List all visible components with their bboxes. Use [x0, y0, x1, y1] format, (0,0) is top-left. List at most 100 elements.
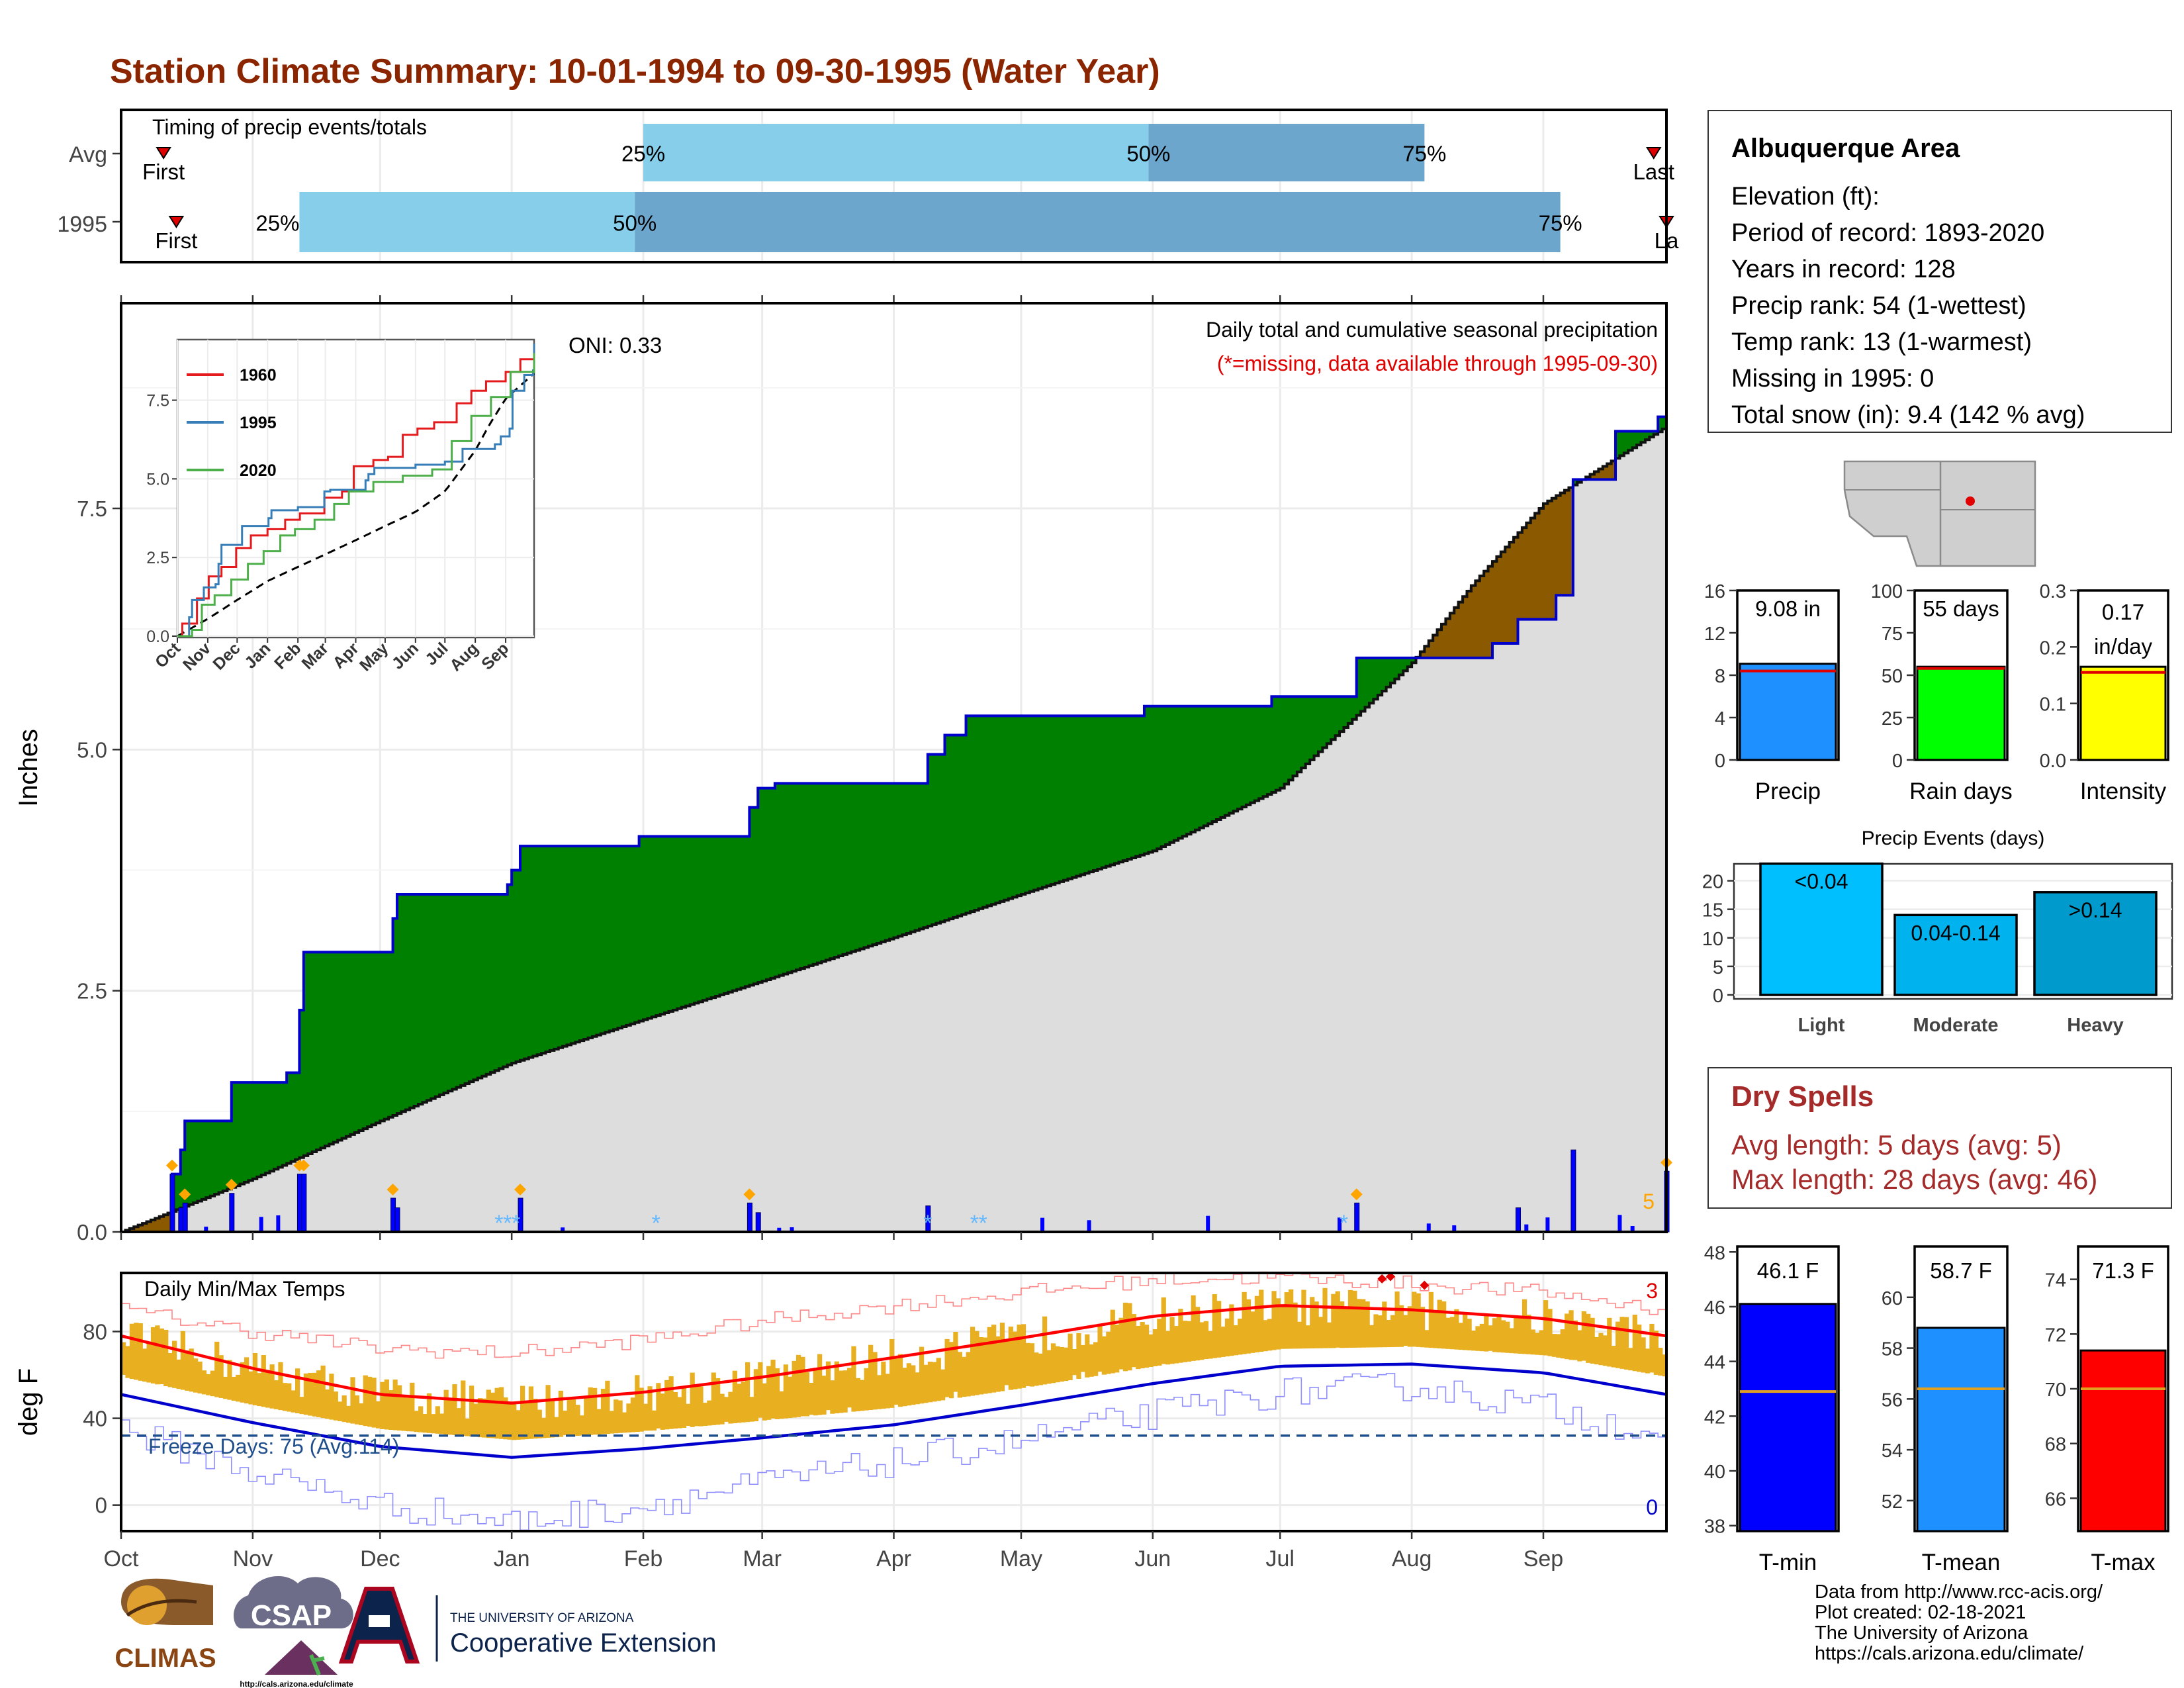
surplus-fill [359, 952, 364, 1131]
daily-temp-bar [1071, 1348, 1077, 1376]
x-axis-month-label: Jun [1134, 1546, 1171, 1571]
surplus-fill [1619, 431, 1625, 456]
surplus-fill [1572, 479, 1578, 485]
surplus-fill [371, 952, 377, 1125]
summary-y-tick-label: 100 [1871, 581, 1903, 602]
daily-temp-bar [1314, 1301, 1319, 1348]
surplus-fill [1029, 716, 1034, 892]
surplus-fill [473, 894, 478, 1080]
timing-bar-25-50 [299, 192, 635, 252]
surplus-fill [614, 846, 619, 1030]
surplus-fill [698, 836, 704, 1002]
surplus-fill [1373, 657, 1379, 700]
surplus-fill [452, 894, 457, 1090]
daily-temp-bar [1539, 1330, 1544, 1356]
daily-temp-bar [1165, 1331, 1171, 1365]
summary-bar-value: 9.08 in [1755, 596, 1821, 621]
daily-temp-bar [1335, 1291, 1340, 1348]
daily-temp-bar [1267, 1319, 1273, 1351]
daily-temp-bar [338, 1401, 343, 1421]
deficit-fill [1547, 500, 1553, 620]
surplus-fill [1199, 706, 1205, 828]
summary-bar-label: Intensity [2080, 778, 2167, 804]
deficit-fill [155, 1218, 160, 1232]
daily-temp-bar [1394, 1291, 1400, 1347]
surplus-fill [1144, 706, 1149, 854]
daily-temp-bar [456, 1408, 461, 1436]
daily-temp-bar [549, 1400, 555, 1438]
surplus-fill [1097, 716, 1103, 869]
daily-temp-bar [1479, 1323, 1484, 1352]
daily-precip-bar [561, 1227, 565, 1232]
daily-temp-bar [150, 1327, 156, 1383]
surplus-fill [592, 846, 598, 1037]
surplus-fill [1284, 696, 1289, 784]
surplus-fill [418, 894, 424, 1105]
daily-temp-bar [1522, 1299, 1527, 1354]
deficit-fill [146, 1221, 152, 1232]
summary-y-tick-label: 46 [1704, 1297, 1725, 1319]
surplus-fill [524, 846, 529, 1059]
daily-temp-bar [1607, 1317, 1612, 1367]
surplus-fill [1021, 716, 1026, 894]
daily-temp-bar [732, 1370, 737, 1423]
deficit-fill [1611, 461, 1616, 480]
daily-temp-bar [359, 1403, 364, 1425]
surplus-fill [193, 1121, 199, 1203]
surplus-fill [715, 836, 721, 997]
daily-temp-bar [656, 1383, 661, 1429]
surplus-fill [868, 783, 874, 947]
surplus-fill [876, 783, 882, 943]
summary-y-tick-label: 38 [1704, 1517, 1725, 1538]
daily-temp-bar [1046, 1350, 1052, 1384]
temp-y-tick-label: 0 [95, 1493, 107, 1518]
daily-temp-bar [617, 1400, 623, 1433]
surplus-fill [864, 783, 869, 948]
daily-precip-bar [1040, 1217, 1045, 1232]
daily-temp-bar [1547, 1309, 1553, 1356]
surplus-fill [723, 836, 729, 994]
inset-average-line [177, 373, 535, 637]
footer-line: https://cals.arizona.edu/climate/ [1815, 1643, 2084, 1664]
daily-temp-bar [1305, 1325, 1310, 1349]
info-line: Years in record: 128 [1731, 256, 1956, 283]
surplus-fill [974, 716, 979, 910]
surplus-fill [1246, 706, 1251, 805]
daily-temp-bar [1628, 1348, 1633, 1371]
summary-y-tick-label: 48 [1704, 1243, 1725, 1264]
surplus-fill [1148, 706, 1154, 853]
deficit-fill [1560, 492, 1565, 596]
daily-temp-bar [672, 1391, 678, 1429]
summary-y-tick-label: 25 [1882, 708, 1903, 729]
surplus-fill [210, 1121, 215, 1196]
deficit-fill [1522, 528, 1527, 620]
timing-p50-label: 50% [1126, 142, 1170, 166]
daily-temp-bar [1398, 1305, 1404, 1347]
surplus-fill [991, 716, 997, 905]
daily-temp-bar [1122, 1302, 1128, 1372]
precip-y-tick-label: 2.5 [77, 979, 107, 1004]
daily-temp-bar [737, 1383, 742, 1423]
surplus-fill [265, 1082, 271, 1174]
x-axis-month-label: Jan [494, 1546, 530, 1571]
surplus-fill [1050, 716, 1056, 885]
daily-temp-bar [261, 1355, 266, 1407]
surplus-fill [278, 1082, 283, 1168]
daily-temp-bar [1157, 1319, 1162, 1366]
daily-temp-bar [1182, 1321, 1187, 1362]
daily-temp-bar [1297, 1321, 1302, 1349]
deficit-fill [129, 1228, 134, 1232]
daily-temp-bar [1492, 1318, 1498, 1352]
average-min-line [120, 1362, 1667, 1459]
daily-temp-bar [1543, 1300, 1549, 1356]
daily-temp-bar [324, 1389, 330, 1419]
daily-temp-bar [193, 1358, 199, 1393]
summary-y-tick-label: 70 [2045, 1380, 2066, 1401]
footer-line: The University of Arizona [1815, 1622, 2028, 1644]
surplus-fill [533, 846, 538, 1056]
daily-temp-bar [1224, 1318, 1230, 1357]
daily-temp-bar [477, 1398, 483, 1438]
daily-temp-bar [180, 1331, 186, 1390]
daily-precip-bar [1515, 1207, 1521, 1233]
daily-temp-bar [991, 1325, 997, 1393]
